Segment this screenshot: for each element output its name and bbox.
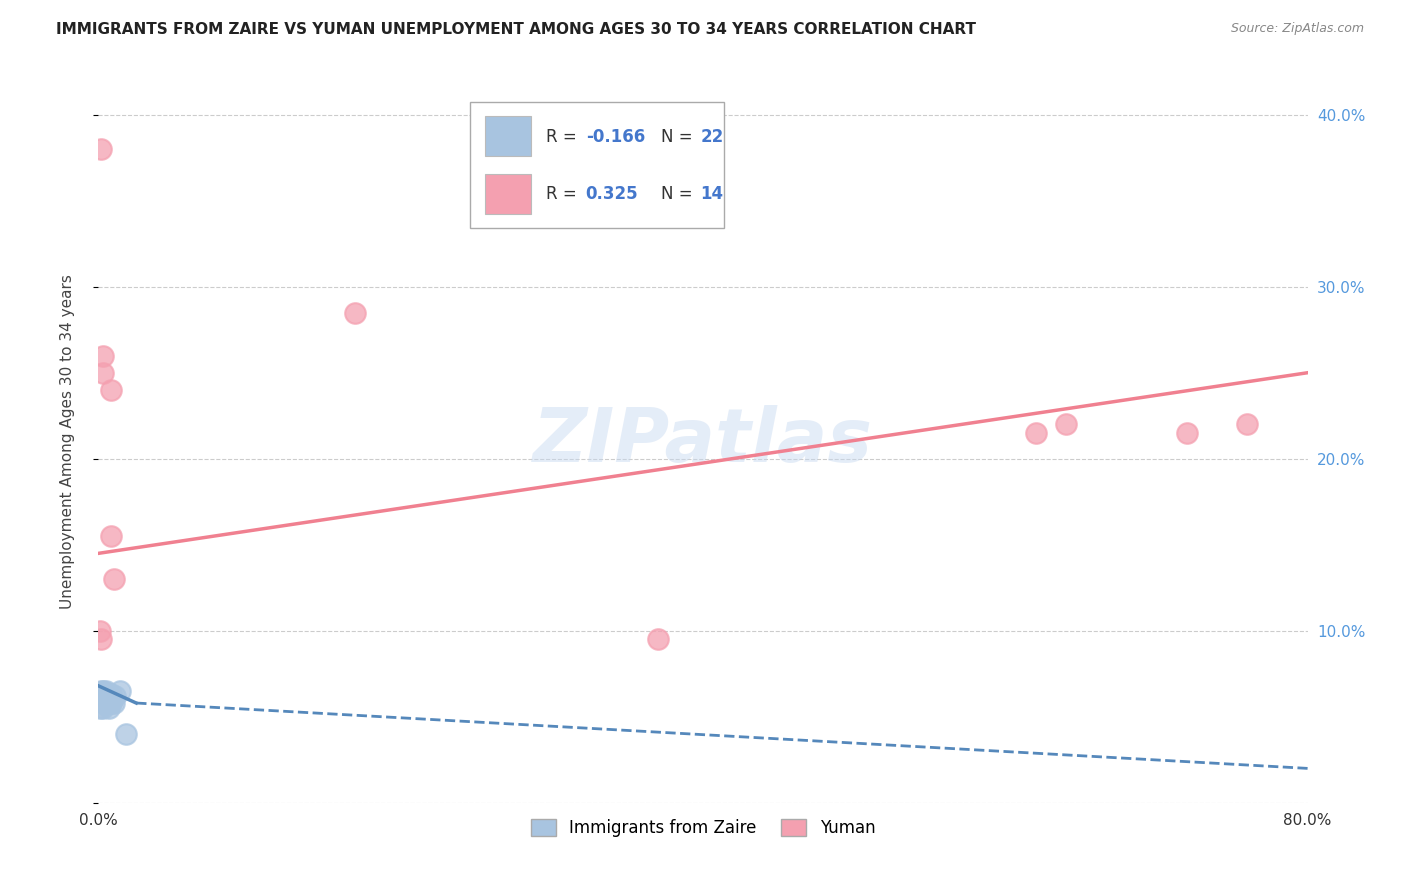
Text: 22: 22 — [700, 128, 724, 145]
Point — [91, 701, 114, 715]
Point — [93, 687, 115, 701]
Point — [90, 692, 112, 706]
Text: N =: N = — [661, 186, 697, 203]
Text: R =: R = — [546, 128, 582, 145]
Point — [647, 632, 669, 647]
Point — [96, 689, 118, 703]
Text: -0.166: -0.166 — [586, 128, 645, 145]
Point — [104, 689, 127, 703]
Point — [98, 701, 121, 715]
Point — [90, 684, 112, 698]
Point — [114, 727, 136, 741]
Point — [1236, 417, 1258, 432]
Point — [100, 529, 122, 543]
Legend: Immigrants from Zaire, Yuman: Immigrants from Zaire, Yuman — [523, 810, 883, 845]
Point — [100, 383, 122, 397]
Point — [89, 624, 111, 638]
FancyBboxPatch shape — [485, 116, 531, 156]
Point — [91, 366, 114, 380]
Point — [90, 632, 112, 647]
Point — [101, 692, 124, 706]
Point — [93, 696, 115, 710]
Point — [94, 692, 117, 706]
Point — [91, 349, 114, 363]
Point — [1175, 425, 1198, 440]
Point — [91, 684, 114, 698]
Point — [100, 696, 122, 710]
Text: R =: R = — [546, 186, 588, 203]
FancyBboxPatch shape — [470, 102, 724, 228]
Text: 14: 14 — [700, 186, 724, 203]
Text: N =: N = — [661, 128, 697, 145]
Y-axis label: Unemployment Among Ages 30 to 34 years: Unemployment Among Ages 30 to 34 years — [60, 274, 75, 609]
Point — [89, 701, 111, 715]
Point — [100, 687, 122, 701]
Point — [344, 305, 367, 319]
Point — [90, 142, 112, 156]
Point — [1024, 425, 1046, 440]
Point — [103, 572, 125, 586]
Point — [1054, 417, 1077, 432]
Point — [94, 684, 117, 698]
Point — [96, 696, 118, 710]
Text: IMMIGRANTS FROM ZAIRE VS YUMAN UNEMPLOYMENT AMONG AGES 30 TO 34 YEARS CORRELATIO: IMMIGRANTS FROM ZAIRE VS YUMAN UNEMPLOYM… — [56, 22, 976, 37]
Point — [98, 689, 121, 703]
FancyBboxPatch shape — [485, 174, 531, 214]
Point — [91, 692, 114, 706]
Text: Source: ZipAtlas.com: Source: ZipAtlas.com — [1230, 22, 1364, 36]
Text: 0.325: 0.325 — [586, 186, 638, 203]
Point — [108, 684, 131, 698]
Point — [103, 696, 125, 710]
Text: ZIPatlas: ZIPatlas — [533, 405, 873, 478]
Point — [89, 692, 111, 706]
